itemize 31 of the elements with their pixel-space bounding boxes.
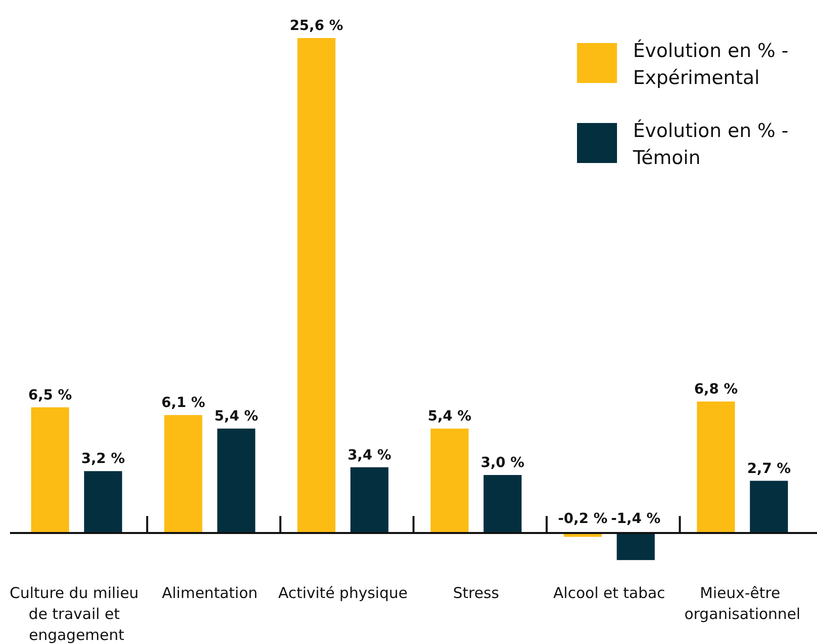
bar xyxy=(484,474,522,533)
data-label: 5,4 % xyxy=(428,408,472,425)
data-label: 6,8 % xyxy=(694,382,738,398)
data-label: 6,1 % xyxy=(161,395,206,412)
bar xyxy=(616,533,655,560)
legend-label: Évolution en % - Expérimental xyxy=(633,39,794,89)
bar xyxy=(164,415,202,533)
data-label: 6,5 % xyxy=(28,387,72,404)
bar xyxy=(430,428,469,533)
legend-label: Évolution en % - Témoin xyxy=(632,119,794,169)
x-tick-label: Stress xyxy=(453,584,500,602)
data-label: 3,0 % xyxy=(480,454,524,471)
data-label: -0,2 % xyxy=(558,511,608,527)
data-label: 2,7 % xyxy=(747,460,791,477)
data-label: 5,4 % xyxy=(214,408,258,425)
x-tick-label: Mieux-être organisationnel xyxy=(684,584,800,623)
x-tick-label: Alimentation xyxy=(162,584,258,602)
data-label: 3,4 % xyxy=(348,447,392,464)
data-label: 25,6 % xyxy=(290,18,344,34)
bar xyxy=(217,428,256,533)
data-label: -1,4 % xyxy=(610,511,661,527)
data-label: 3,2 % xyxy=(81,451,125,468)
bar xyxy=(31,407,70,533)
bar xyxy=(350,467,388,533)
x-tick-label: Activité physique xyxy=(278,584,408,602)
bar xyxy=(84,471,122,533)
bar xyxy=(696,402,735,533)
x-tick-label: Culture du milieu de travail et engagement xyxy=(10,584,144,644)
bar xyxy=(750,480,788,533)
bar xyxy=(297,38,336,533)
x-tick-label: Alcool et tabac xyxy=(553,584,666,602)
